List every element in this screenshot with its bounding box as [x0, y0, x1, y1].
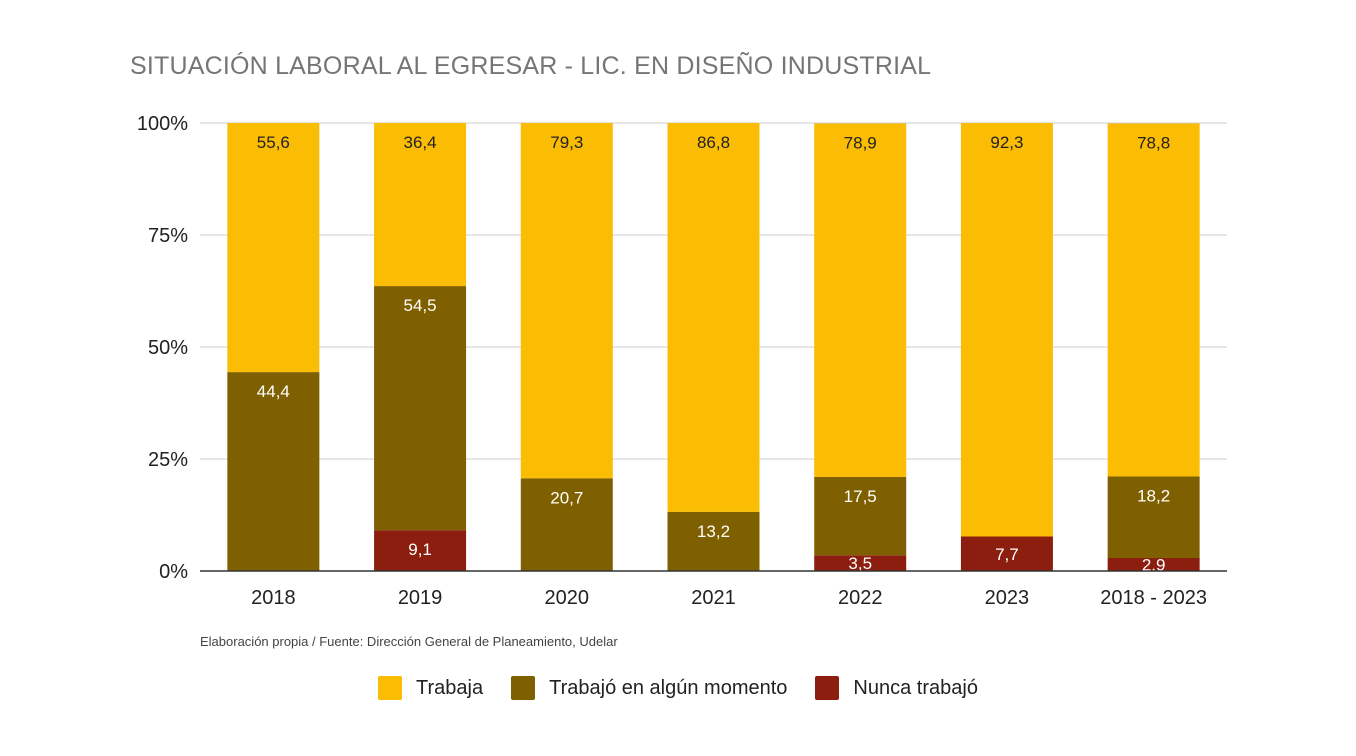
data-label: 18,2	[1137, 486, 1170, 505]
x-tick-label: 2023	[985, 587, 1030, 609]
bar-segment	[374, 123, 467, 287]
data-label: 92,3	[990, 133, 1023, 152]
legend-item: Trabajó en algún momento	[511, 676, 787, 700]
bar-segment	[374, 286, 467, 531]
x-tick-label: 2018 - 2023	[1100, 587, 1207, 609]
chart-title: SITUACIÓN LABORAL AL EGRESAR - LIC. EN D…	[130, 52, 932, 80]
x-tick-label: 2019	[398, 587, 443, 609]
data-label: 86,8	[697, 133, 730, 152]
legend-label: Trabaja	[416, 676, 484, 699]
data-label: 7,7	[995, 545, 1019, 564]
bar-segment	[520, 478, 613, 571]
bar-segment	[814, 476, 907, 556]
legend-swatch	[815, 676, 840, 700]
legend-label: Trabajó en algún momento	[549, 676, 788, 699]
legend-swatch	[378, 676, 403, 700]
y-tick-label: 25%	[148, 449, 188, 471]
source-note: Elaboración propia / Fuente: Dirección G…	[200, 634, 618, 649]
bar-segment	[960, 123, 1053, 537]
data-label: 13,2	[697, 522, 730, 541]
bar-segment	[667, 123, 760, 512]
legend-item: Nunca trabajó	[815, 676, 978, 700]
bar-segment	[227, 123, 320, 373]
bar-segment	[227, 372, 320, 571]
bar-segment	[1107, 558, 1200, 571]
data-label: 55,6	[257, 133, 290, 152]
legend-item: Trabaja	[378, 676, 483, 700]
data-label: 3,5	[848, 554, 872, 573]
data-label: 9,1	[408, 540, 432, 559]
y-tick-label: 100%	[137, 113, 188, 135]
data-label: 17,5	[844, 487, 877, 506]
x-tick-label: 2018	[251, 587, 296, 609]
data-label: 20,7	[550, 488, 583, 507]
data-label: 54,5	[404, 296, 437, 315]
bar-segment	[814, 555, 907, 571]
data-label: 36,4	[404, 133, 437, 152]
bar-segment	[814, 123, 907, 477]
legend-label: Nunca trabajó	[853, 676, 978, 699]
bar-segment	[1107, 476, 1200, 559]
data-label: 79,3	[550, 133, 583, 152]
y-tick-label: 50%	[148, 337, 188, 359]
data-label: 78,8	[1137, 133, 1170, 152]
x-tick-label: 2021	[691, 587, 736, 609]
data-label: 44,4	[257, 382, 290, 401]
x-tick-label: 2022	[838, 587, 883, 609]
legend-swatch	[511, 676, 536, 700]
y-tick-label: 0%	[159, 561, 188, 583]
bar-segment	[1107, 123, 1200, 477]
bar-segment	[374, 530, 467, 571]
bar-segment	[667, 511, 760, 571]
x-tick-label: 2020	[545, 587, 590, 609]
bar-segment	[960, 536, 1053, 571]
data-label: 2,9	[1142, 556, 1166, 575]
y-tick-label: 75%	[148, 225, 188, 247]
legend: Trabaja Trabajó en algún momento Nunca tra…	[0, 676, 1356, 700]
data-label: 78,9	[844, 133, 877, 152]
bar-segment	[520, 123, 613, 479]
